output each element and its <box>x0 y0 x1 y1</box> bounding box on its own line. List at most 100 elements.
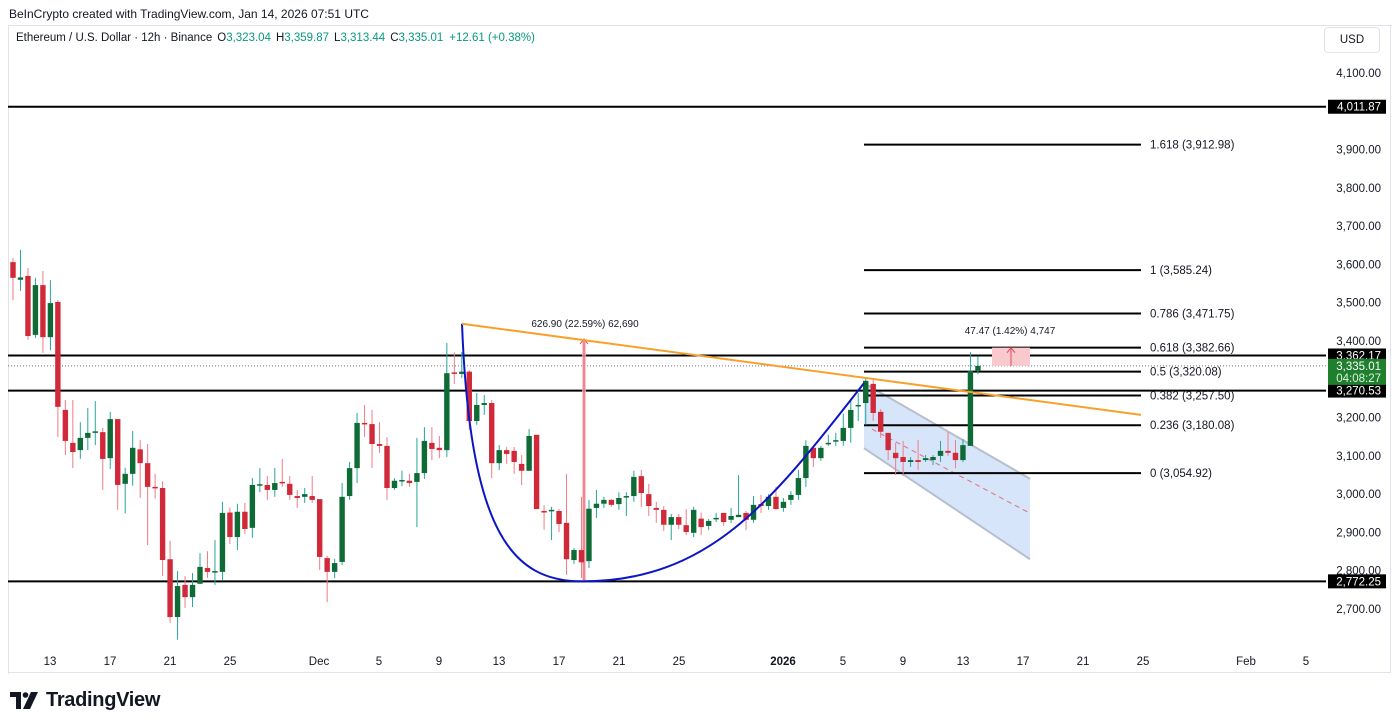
bearish-candle <box>720 512 727 523</box>
channel-lower-line[interactable] <box>863 447 1031 561</box>
bearish-candle <box>563 522 570 560</box>
descending-trendline[interactable] <box>461 322 1142 416</box>
bullish-candle <box>907 460 914 462</box>
bullish-candle <box>459 371 465 374</box>
fib-level-label: 1.618 (3,912.98) <box>1150 140 1235 152</box>
breakout-measure-label: 47.47 (1.42%) 4,747 <box>965 326 1056 337</box>
bullish-candle <box>481 403 487 405</box>
horizontal-levels[interactable] <box>8 105 1326 583</box>
price-tick-label: 3,200.00 <box>1336 413 1381 425</box>
bullish-candle <box>780 501 787 508</box>
time-axis-divider <box>8 672 1391 673</box>
fib-level-label: 0.618 (3,382.66) <box>1150 343 1235 355</box>
orange-trendline[interactable] <box>461 322 1142 416</box>
level-price-tag <box>1328 574 1386 589</box>
bullish-candle <box>586 508 592 562</box>
time-tick-label: 17 <box>1017 656 1030 668</box>
price-tick-label: 3,700.00 <box>1336 221 1381 233</box>
bullish-candle <box>690 509 697 533</box>
price-tick-label: 2,700.00 <box>1336 604 1381 616</box>
bearish-candle <box>264 484 271 490</box>
time-tick-label: 13 <box>44 656 57 668</box>
price-tick-label: 3,400.00 <box>1336 336 1381 348</box>
chart-credit: BeInCrypto created with TradingView.com,… <box>9 7 369 21</box>
low-label: L <box>334 32 341 44</box>
time-tick-label: 5 <box>376 656 382 668</box>
high-label: H <box>275 32 285 44</box>
bearish-candle <box>533 434 540 510</box>
bearish-candle <box>773 496 779 510</box>
bullish-candle <box>937 450 944 456</box>
time-tick-label: 17 <box>104 656 117 668</box>
channel-median-line[interactable] <box>871 428 1031 514</box>
bullish-candle <box>302 494 308 497</box>
bearish-candle <box>683 525 689 533</box>
descending-channel[interactable] <box>863 382 1031 561</box>
currency-button[interactable]: USD <box>1324 27 1380 53</box>
bearish-candle <box>436 447 443 451</box>
time-tick-label: Dec <box>309 656 330 668</box>
symbol-title[interactable]: Ethereum / U.S. Dollar · 12h · Binance <box>16 32 213 44</box>
bullish-candle <box>249 484 256 528</box>
bullish-candle <box>197 566 203 584</box>
level-price-tag <box>1328 383 1386 398</box>
cup-curve-line[interactable] <box>461 323 865 583</box>
bullish-candle <box>571 550 577 560</box>
time-tick-label: 13 <box>957 656 970 668</box>
bullish-candle <box>713 517 719 520</box>
bearish-candle <box>70 442 76 453</box>
bullish-candle <box>189 584 196 598</box>
cup-curve[interactable] <box>461 323 865 583</box>
price-tick-label: 3,000.00 <box>1336 489 1381 501</box>
bearish-candle <box>892 452 899 459</box>
level-price-tag <box>1328 99 1386 114</box>
bullish-candle <box>526 435 532 471</box>
price-axis[interactable]: 4,100.00 3,900.00 3,800.00 3,700.00 3,600.00… <box>1336 68 1381 616</box>
bullish-candle <box>234 511 241 538</box>
bearish-candle <box>900 457 906 462</box>
bullish-candle <box>17 277 24 280</box>
time-tick-label: 21 <box>613 656 626 668</box>
bullish-candle <box>92 431 98 433</box>
bullish-candle <box>623 496 630 498</box>
time-tick-label: 9 <box>900 656 906 668</box>
open-label: O <box>217 32 227 44</box>
candlesticks <box>10 249 981 640</box>
measure-tools[interactable]: 626.90 (22.59%) 62,690 47.47 (1.42%) 4,74… <box>531 319 1056 582</box>
bearish-candle <box>137 449 143 464</box>
fib-level-label: 0 (3,054.92) <box>1150 468 1212 480</box>
bullish-candle <box>391 480 398 489</box>
bearish-candle <box>638 476 645 493</box>
price-tick-label: 4,100.00 <box>1336 68 1381 80</box>
bearish-candle <box>653 507 659 510</box>
level-price-tag-text: 4,011.87 <box>1337 102 1381 114</box>
bearish-candle <box>743 512 749 520</box>
bullish-candle <box>960 445 966 461</box>
bullish-candle <box>548 509 555 512</box>
bullish-candle <box>107 419 113 459</box>
bearish-candle <box>945 450 951 453</box>
bullish-candle <box>922 458 929 461</box>
bullish-candle <box>967 370 974 446</box>
price-tick-label: 2,900.00 <box>1336 527 1381 539</box>
bearish-candle <box>376 443 383 446</box>
time-tick-label: 21 <box>1077 656 1090 668</box>
channel-upper-line[interactable] <box>863 382 1031 480</box>
time-tick-label: Feb <box>1236 656 1256 668</box>
chart-frame[interactable] <box>8 25 1392 674</box>
fib-level-label: 0.5 (3,320.08) <box>1150 367 1222 379</box>
bullish-candle <box>257 484 263 486</box>
bearish-candle <box>661 509 667 525</box>
bearish-candle <box>25 275 31 337</box>
bullish-candle <box>32 285 39 335</box>
tradingview-logo[interactable]: TradingView <box>10 689 160 712</box>
close-value: 3,335.01 <box>398 32 444 44</box>
bearish-candle <box>309 496 315 500</box>
time-axis[interactable]: 13 17 21 25 Dec 5 9 13 17 21 25 2026 5 9 13 17 21 25 Feb 5 <box>44 656 1310 668</box>
time-tick-label: 9 <box>436 656 442 668</box>
bearish-candle <box>451 372 458 374</box>
bullish-candle <box>705 520 712 526</box>
time-tick-label: 25 <box>673 656 686 668</box>
time-tick-label: 13 <box>493 656 506 668</box>
